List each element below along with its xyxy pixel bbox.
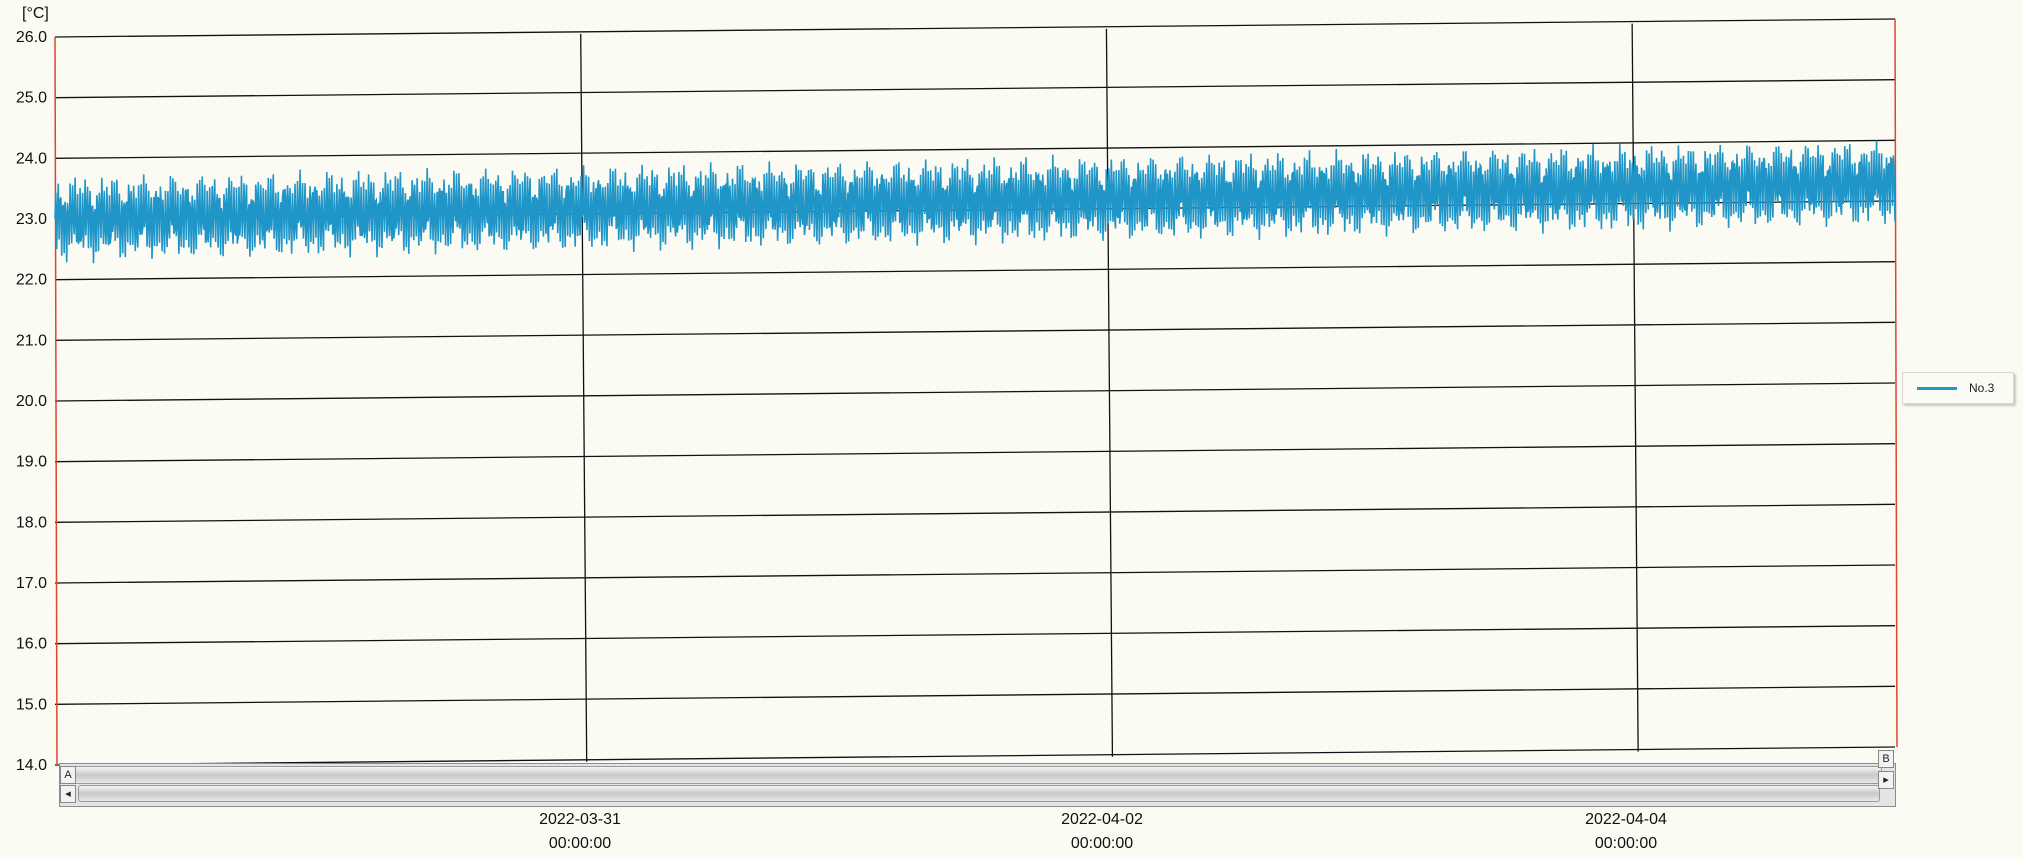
x-tick-label: 2022-04-04 00:00:00 bbox=[1546, 808, 1706, 856]
x-tick-date: 2022-04-02 bbox=[1061, 811, 1143, 828]
legend[interactable]: No.3 bbox=[1902, 372, 2014, 404]
y-gridline bbox=[54, 746, 1896, 766]
y-tick-label: 14.0 bbox=[16, 757, 47, 774]
y-gridline bbox=[54, 261, 1896, 281]
legend-swatch-no3 bbox=[1917, 386, 1957, 390]
y-gridline bbox=[54, 79, 1896, 99]
y-axis-ticks: 26.0 25.0 24.0 23.0 22.0 21.0 20.0 19.0 18.0 17.0… bbox=[16, 29, 47, 774]
y-axis-unit-label: [°C] bbox=[22, 5, 49, 22]
y-tick-label: 23.0 bbox=[16, 211, 47, 228]
y-gridline bbox=[54, 139, 1896, 159]
x-tick-date: 2022-04-04 bbox=[1585, 811, 1667, 828]
grid bbox=[54, 18, 1898, 766]
x-gridline bbox=[1631, 23, 1639, 752]
x-gridline bbox=[580, 33, 588, 762]
y-tick-label: 16.0 bbox=[16, 636, 47, 653]
y-gridline bbox=[54, 503, 1896, 523]
range-slider-bar[interactable] bbox=[62, 766, 1882, 784]
y-tick-label: 26.0 bbox=[16, 29, 47, 46]
y-tick-label: 20.0 bbox=[16, 393, 47, 410]
left-axis bbox=[54, 36, 58, 766]
x-tick-label: 2022-03-31 00:00:00 bbox=[500, 808, 660, 856]
scroll-right-arrow-icon[interactable]: ▸ bbox=[1878, 771, 1894, 789]
y-gridline bbox=[54, 564, 1896, 584]
y-tick-label: 22.0 bbox=[16, 272, 47, 289]
scroll-left-arrow-icon[interactable]: ◂ bbox=[60, 785, 76, 803]
y-gridline bbox=[54, 443, 1896, 463]
x-tick-label: 2022-04-02 00:00:00 bbox=[1022, 808, 1182, 856]
y-tick-label: 19.0 bbox=[16, 454, 47, 471]
x-tick-time: 00:00:00 bbox=[548, 835, 612, 852]
y-tick-label: 24.0 bbox=[16, 150, 47, 167]
y-gridline bbox=[54, 18, 1896, 38]
y-tick-label: 21.0 bbox=[16, 332, 47, 349]
y-gridline bbox=[54, 321, 1896, 341]
y-tick-label: 18.0 bbox=[16, 514, 47, 531]
y-tick-label: 15.0 bbox=[16, 696, 47, 713]
x-tick-time: 00:00:00 bbox=[1070, 835, 1134, 852]
y-gridline bbox=[54, 625, 1896, 645]
y-tick-label: 25.0 bbox=[16, 90, 47, 107]
range-marker-b[interactable]: B bbox=[1878, 750, 1894, 768]
range-marker-a[interactable]: A bbox=[60, 766, 76, 784]
y-gridline bbox=[54, 382, 1896, 402]
y-gridline bbox=[54, 685, 1896, 705]
x-tick-date: 2022-03-31 bbox=[539, 811, 621, 828]
y-tick-label: 17.0 bbox=[16, 575, 47, 592]
horizontal-scroll-thumb[interactable] bbox=[78, 785, 1880, 802]
x-gridline bbox=[1105, 28, 1114, 757]
x-tick-time: 00:00:00 bbox=[1594, 835, 1658, 852]
series-no3 bbox=[54, 140, 1896, 264]
right-axis bbox=[1894, 18, 1898, 748]
legend-label-no3: No.3 bbox=[1969, 381, 1995, 395]
series-line-no3 bbox=[54, 140, 1896, 264]
